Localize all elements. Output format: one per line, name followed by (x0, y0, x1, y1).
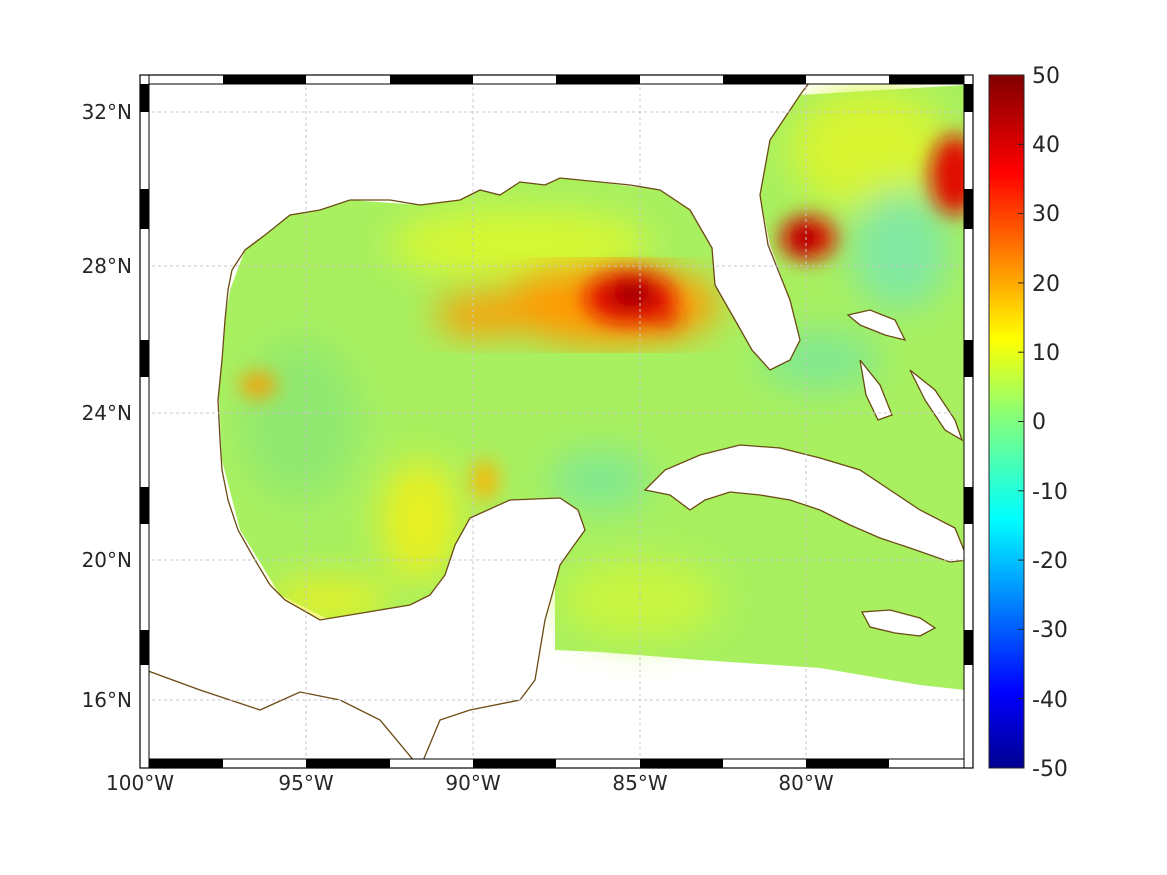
map-area (140, 75, 973, 768)
colorbar-label: 10 (1032, 341, 1060, 366)
y-tick-label: 20°N (82, 548, 132, 572)
x-tick-label: 95°W (278, 771, 333, 795)
colorbar-label: 30 (1032, 202, 1060, 227)
colorbar: 50 40 30 20 10 0 -10 -20 -30 -40 -50 (988, 64, 1068, 782)
colorbar-label: 20 (1032, 272, 1060, 297)
grid-lines (140, 75, 973, 768)
x-tick-label: 100°W (106, 771, 174, 795)
x-tick-label: 80°W (778, 771, 833, 795)
x-tick-label: 85°W (612, 771, 667, 795)
y-tick-label: 32°N (82, 100, 132, 124)
y-tick-label: 16°N (82, 688, 132, 712)
colorbar-label: -20 (1032, 549, 1068, 574)
colorbar-label: -10 (1032, 480, 1068, 505)
colorbar-label: -50 (1032, 757, 1068, 782)
colorbar-label: 0 (1032, 410, 1046, 435)
colorbar-ticks (1018, 74, 1024, 769)
x-tick-label: 90°W (445, 771, 500, 795)
colorbar-label: 50 (1032, 64, 1060, 89)
y-tick-label: 28°N (82, 254, 132, 278)
colorbar-label: -40 (1032, 688, 1068, 713)
y-axis-labels: 32°N 28°N 24°N 20°N 16°N (82, 100, 132, 712)
x-axis-labels: 100°W 95°W 90°W 85°W 80°W (106, 771, 834, 795)
colorbar-label: -30 (1032, 618, 1068, 643)
colorbar-label: 40 (1032, 133, 1060, 158)
y-tick-label: 24°N (82, 401, 132, 425)
map-frame (139, 74, 974, 769)
